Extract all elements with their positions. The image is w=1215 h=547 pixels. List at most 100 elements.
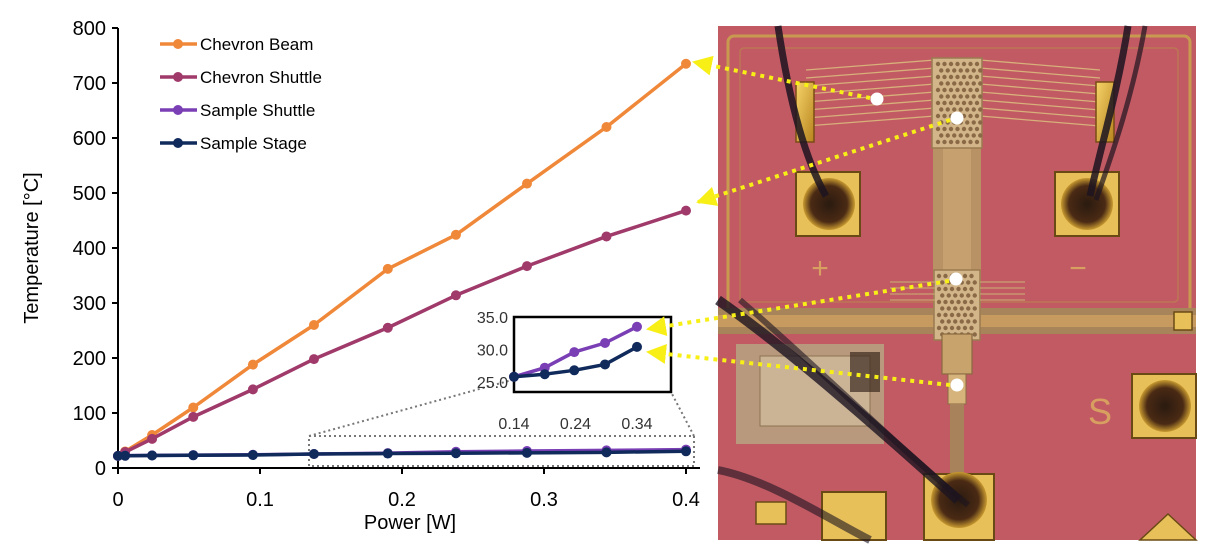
perforation-hole xyxy=(952,81,957,86)
data-point-chevron-shuttle xyxy=(601,231,612,242)
perforation-hole xyxy=(956,325,961,331)
inset-y-tick-label: 35.0 xyxy=(477,310,508,327)
perforation-hole xyxy=(974,87,980,93)
inset-series-group xyxy=(509,321,642,382)
marker-chevron-shuttle xyxy=(950,111,964,125)
perforation-hole xyxy=(974,139,980,145)
perforation-hole xyxy=(955,61,960,67)
x-tick-label: 0.1 xyxy=(246,489,274,511)
perforation-hole xyxy=(943,312,948,318)
legend-marker-sample-stage xyxy=(173,138,183,148)
sample-stage-stem xyxy=(941,333,973,375)
perforation-hole xyxy=(974,126,980,132)
inset-y-tick-label: 30.0 xyxy=(477,343,508,360)
lower-trace xyxy=(950,404,964,494)
perforation-hole xyxy=(978,120,983,125)
y-tick-label: 800 xyxy=(73,18,106,40)
inset-point-sample-stage xyxy=(509,371,519,382)
perforation-hole xyxy=(952,133,957,138)
legend-label-sample-shuttle: Sample Shuttle xyxy=(200,101,315,120)
perforation-hole xyxy=(962,299,968,305)
perforation-hole xyxy=(958,68,963,73)
series-group xyxy=(113,58,691,461)
inset-x-tick-label: 0.24 xyxy=(560,416,591,433)
perforation-hole xyxy=(940,306,945,311)
perforation-hole xyxy=(935,139,941,145)
perforation-hole xyxy=(971,94,976,99)
perforation-hole xyxy=(955,87,960,93)
perforation-hole xyxy=(946,319,951,324)
chevron-shuttle-block xyxy=(931,57,983,149)
legend-marker-sample-shuttle xyxy=(173,105,183,115)
y-tick-label: 600 xyxy=(73,128,106,150)
data-point-chevron-beam xyxy=(681,58,691,69)
perforation-hole xyxy=(968,139,973,145)
perforation-hole xyxy=(939,68,944,73)
perforation-hole xyxy=(945,94,950,99)
y-axis-label: Temperature [°C] xyxy=(21,172,43,323)
perforation-hole xyxy=(969,273,974,279)
perforation-hole xyxy=(966,306,971,311)
y-tick-label: 100 xyxy=(73,403,106,425)
perforation-hole xyxy=(952,107,957,112)
perforation-hole xyxy=(942,139,947,145)
data-point-sample-stage xyxy=(147,450,158,461)
y-tick-label: 300 xyxy=(73,293,106,315)
perforation-hole xyxy=(936,299,942,305)
perforation-hole xyxy=(948,139,954,145)
inset-point-sample-stage xyxy=(600,359,611,370)
perforation-hole xyxy=(948,74,954,80)
perforation-hole xyxy=(969,312,974,318)
perforation-hole xyxy=(945,81,950,86)
x-ticks: 0 0.1 0.2 0.3 0.4 xyxy=(112,468,700,511)
perforation-hole xyxy=(965,68,970,73)
perforation-hole xyxy=(974,74,980,80)
perforation-hole xyxy=(936,312,942,318)
perforation-hole xyxy=(935,113,941,119)
perforation-hole xyxy=(974,61,980,67)
perforation-hole xyxy=(969,325,974,331)
perforation-hole xyxy=(948,61,954,67)
x-axis-label: Power [W] xyxy=(364,512,456,534)
data-point-sample-stage xyxy=(450,448,461,459)
perforation-hole xyxy=(962,273,968,279)
perforation-hole xyxy=(935,87,941,93)
perforation-hole xyxy=(935,61,941,67)
perforation-hole xyxy=(974,100,980,106)
perforation-hole xyxy=(968,126,973,132)
data-point-chevron-beam xyxy=(188,402,199,413)
arrow-sample-stage xyxy=(646,344,951,387)
data-point-sample-stage xyxy=(681,446,691,457)
x-tick-label: 0.2 xyxy=(388,489,416,511)
probe-wire-lower-3 xyxy=(717,466,872,544)
perforation-hole xyxy=(942,113,947,119)
inset-y-ticks: 25.0 30.0 35.0 xyxy=(477,310,508,392)
small-pad-bottom xyxy=(755,501,787,525)
s-label: S xyxy=(1088,391,1112,432)
y-tick-label: 700 xyxy=(73,73,106,95)
perforation-hole xyxy=(968,113,973,119)
perforation-hole xyxy=(939,133,944,138)
perforation-hole xyxy=(978,81,983,86)
perforation-hole xyxy=(935,126,941,132)
perforation-hole xyxy=(974,113,980,119)
perforation-mid xyxy=(936,273,977,337)
callout-arrows xyxy=(646,55,951,387)
perforation-hole xyxy=(958,107,963,112)
perforation-hole xyxy=(953,319,958,324)
perforation-hole xyxy=(936,273,942,279)
perforation-hole xyxy=(939,107,944,112)
data-point-chevron-beam xyxy=(450,229,461,240)
perforation-hole xyxy=(955,139,960,145)
perforation-hole xyxy=(972,332,977,337)
perforation-hole xyxy=(959,306,964,311)
perforation-hole xyxy=(939,81,944,86)
perforation-hole xyxy=(959,319,964,324)
perforation-hole xyxy=(965,81,970,86)
perforation-hole xyxy=(945,107,950,112)
perforation-hole xyxy=(940,293,945,298)
perforation-hole xyxy=(943,286,948,292)
perforation-hole xyxy=(946,306,951,311)
perforation-hole xyxy=(952,94,957,99)
